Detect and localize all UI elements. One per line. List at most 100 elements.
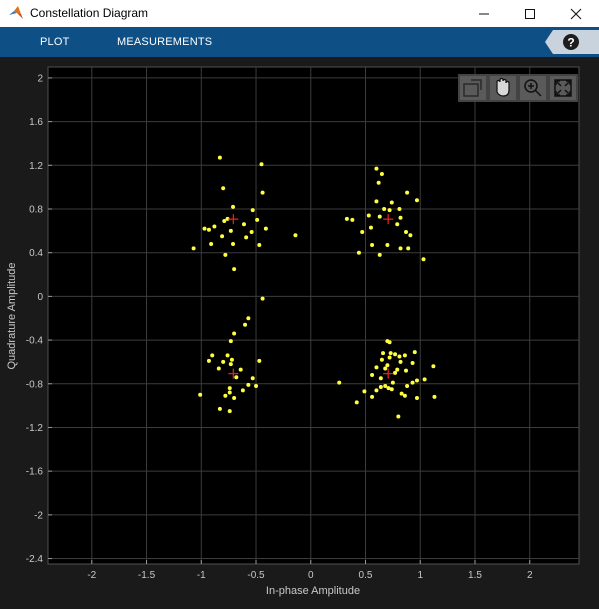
close-button[interactable]	[553, 0, 599, 27]
symbol-point	[241, 222, 246, 227]
toolstrip: PLOT MEASUREMENTS	[0, 27, 599, 57]
symbol-point	[370, 373, 375, 378]
symbol-point	[356, 250, 361, 255]
symbol-point	[379, 357, 384, 362]
axes-toolbar	[458, 74, 578, 102]
symbol-point	[431, 364, 436, 369]
symbol-point	[354, 400, 359, 405]
reference-point	[228, 214, 239, 225]
symbol-point	[381, 351, 386, 356]
tab-measurements[interactable]: MEASUREMENTS	[117, 36, 213, 48]
symbol-point	[404, 229, 409, 234]
x-tick-label: 1.5	[468, 570, 482, 581]
symbol-point	[206, 358, 211, 363]
y-tick-label: 0.8	[29, 205, 43, 216]
minimize-button[interactable]	[461, 0, 507, 27]
pan-button[interactable]	[490, 76, 516, 100]
y-tick-label: -1.6	[26, 467, 44, 478]
x-axis-label: In-phase Amplitude	[266, 585, 360, 597]
axes-background[interactable]	[47, 66, 580, 565]
symbol-point	[383, 383, 388, 388]
zoom-in-button[interactable]	[520, 76, 546, 100]
symbol-point	[202, 226, 207, 231]
x-tick-label: -1	[197, 570, 206, 581]
symbol-point	[254, 383, 259, 388]
zoom-in-icon	[524, 79, 542, 97]
symbol-point	[231, 204, 236, 209]
symbol-point	[432, 394, 437, 399]
symbol-point	[259, 162, 264, 167]
symbol-point	[390, 380, 395, 385]
symbol-point	[368, 225, 373, 230]
symbol-point	[374, 166, 379, 171]
symbol-point	[374, 199, 379, 204]
x-tick-labels: -2 -1.5 -1 -0.5 0 0.5 1 1.5 2	[87, 570, 533, 581]
restore-view-icon	[463, 79, 482, 97]
symbol-point	[362, 389, 367, 394]
symbol-point	[232, 331, 237, 336]
x-tick-label: -1.5	[138, 570, 156, 581]
symbol-point	[422, 377, 427, 382]
tab-plot[interactable]: PLOT	[40, 36, 70, 48]
symbol-point	[414, 395, 419, 400]
symbol-point	[209, 241, 214, 246]
symbol-point	[383, 366, 388, 371]
symbol-point	[212, 224, 217, 229]
reference-point	[383, 214, 394, 225]
symbol-point	[250, 376, 255, 381]
symbol-point	[396, 414, 401, 419]
symbol-point	[412, 350, 417, 355]
symbol-point	[387, 355, 392, 360]
symbol-point	[257, 243, 262, 248]
symbol-point	[398, 359, 403, 364]
reference-constellation	[228, 214, 394, 379]
symbol-point	[228, 228, 233, 233]
symbol-point	[374, 388, 379, 393]
symbol-point	[210, 353, 215, 358]
plot-area: -2 -1.5 -1 -0.5 0 0.5 1 1.5 2 2 1.6 1.2 0.8 0.4 0 -0.4…	[0, 57, 599, 604]
symbol-point	[404, 368, 409, 373]
symbol-point	[232, 395, 237, 400]
y-tick-label: -1.2	[26, 423, 44, 434]
symbol-point	[240, 388, 245, 393]
help-button[interactable]: ?	[545, 30, 599, 54]
maximize-button[interactable]	[507, 0, 553, 27]
y-tick-label: 1.2	[29, 161, 43, 172]
symbol-point	[378, 385, 383, 390]
symbol-point	[260, 190, 265, 195]
y-tick-label: -2.4	[26, 554, 44, 565]
symbol-point	[228, 362, 233, 367]
symbol-point	[238, 367, 243, 372]
fit-to-view-button[interactable]	[550, 76, 576, 100]
matlab-logo-icon	[9, 6, 23, 19]
symbol-point	[402, 353, 407, 358]
y-tick-label: 0.4	[29, 248, 43, 259]
x-tick-label: 0	[308, 570, 314, 581]
constellation-chart[interactable]: -2 -1.5 -1 -0.5 0 0.5 1 1.5 2 2 1.6 1.2 0.8 0.4 0 -0.4…	[0, 57, 599, 604]
symbol-point	[246, 382, 251, 387]
maximize-icon	[525, 8, 535, 19]
y-tick-label: -0.8	[26, 379, 44, 390]
symbol-point	[393, 352, 398, 357]
symbol-point	[249, 229, 254, 234]
y-tick-labels: 2 1.6 1.2 0.8 0.4 0 -0.4 -0.8 -1.2 -1.6 -2 -2.4	[26, 73, 44, 565]
restore-view-button[interactable]	[460, 76, 486, 100]
symbol-point	[198, 392, 203, 397]
symbol-point	[402, 393, 407, 398]
close-icon	[570, 8, 582, 19]
symbol-point	[263, 226, 268, 231]
grid-lines	[48, 67, 579, 564]
symbol-point	[225, 216, 230, 221]
symbol-point	[377, 252, 382, 257]
symbol-point	[376, 180, 381, 185]
symbol-point	[408, 233, 413, 238]
symbol-point	[225, 353, 230, 358]
symbol-point	[399, 391, 404, 396]
symbol-point	[405, 190, 410, 195]
symbol-point	[386, 386, 391, 391]
symbol-point	[350, 217, 355, 222]
symbol-point	[250, 208, 255, 213]
symbol-point	[405, 383, 410, 388]
symbol-point	[366, 213, 371, 218]
symbol-point	[227, 390, 232, 395]
